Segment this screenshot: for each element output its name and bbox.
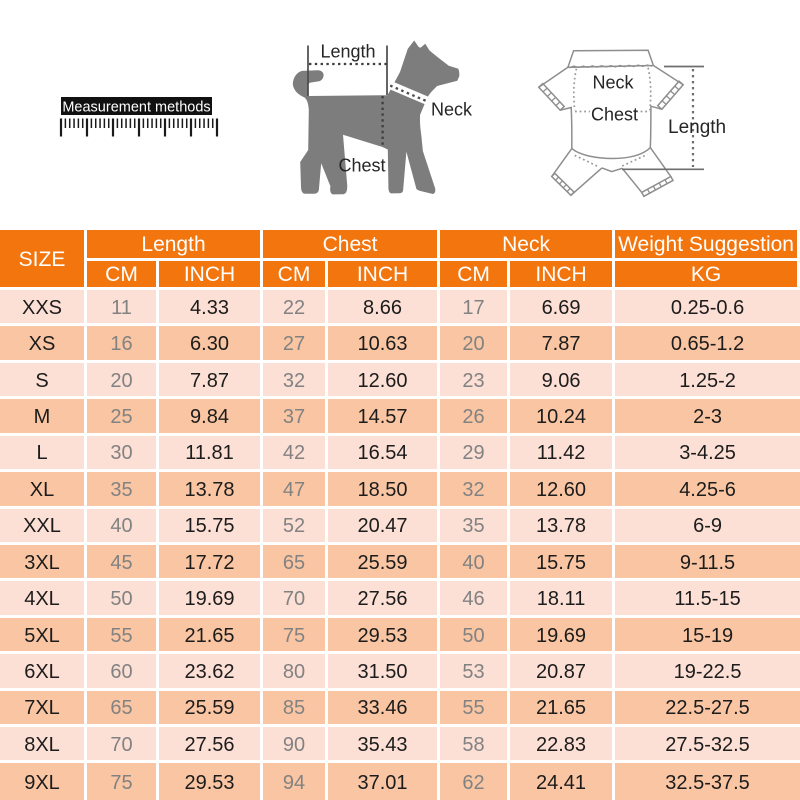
svg-text:Length: Length (668, 117, 726, 138)
svg-text:Chest: Chest (591, 105, 638, 125)
svg-text:Neck: Neck (593, 73, 635, 93)
svg-text:Neck: Neck (431, 100, 473, 120)
svg-text:Length: Length (320, 42, 375, 62)
svg-text:Chest: Chest (339, 156, 386, 176)
svg-text:Measurement methods: Measurement methods (62, 100, 210, 116)
